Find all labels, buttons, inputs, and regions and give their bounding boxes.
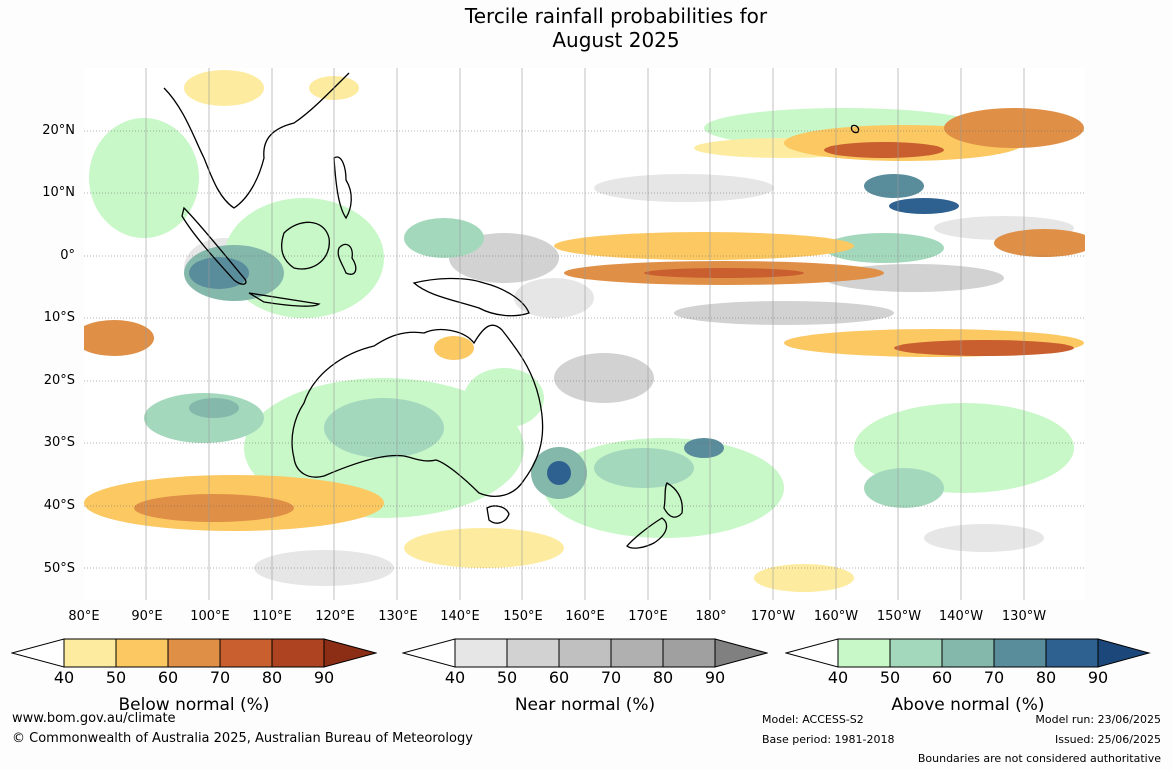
legend-near-swatch-40-50: [454, 638, 508, 668]
legend-above-normal: [785, 636, 1151, 670]
legend-above-tick: 50: [879, 668, 901, 687]
legend-below-tick: 70: [209, 668, 231, 687]
lon-label-170e: 170°E: [628, 609, 668, 624]
legend-below-swatch-70-80: [219, 638, 273, 668]
boundaries-disclaimer: Boundaries are not considered authoritat…: [917, 752, 1161, 765]
legend-near-swatch-80-90: [662, 638, 716, 668]
legend-below-swatch-lt40: [11, 638, 65, 668]
lat-label-20s: 20°S: [43, 373, 75, 388]
lon-label-170w: 170°W: [750, 609, 796, 624]
legend-above-swatch-40-50: [837, 638, 891, 668]
probability-field: [84, 70, 1085, 592]
legend-near-normal: [402, 636, 768, 670]
lat-label-equator: 0°: [60, 248, 75, 263]
lon-label-150w: 150°W: [876, 609, 922, 624]
lat-label-20n: 20°N: [42, 123, 75, 138]
legend-above-swatch-lt40: [785, 638, 839, 668]
legend-below-tick: 50: [105, 668, 127, 687]
lon-label-90e: 90°E: [131, 609, 163, 624]
meridians: [145, 68, 1025, 600]
legend-near-swatch-70-80: [610, 638, 664, 668]
website-link[interactable]: www.bom.gov.au/climate: [12, 711, 176, 726]
lat-label-40s: 40°S: [43, 498, 75, 513]
legend-above-tick: 60: [931, 668, 953, 687]
legend-below-tick: 60: [157, 668, 179, 687]
title-line-1: Tercile rainfall probabilities for: [464, 4, 768, 28]
legend-below-swatch-40-50: [63, 638, 117, 668]
lon-label-110e: 110°E: [252, 609, 292, 624]
legend-near-tick: 40: [444, 668, 466, 687]
title-line-2: August 2025: [552, 28, 680, 52]
legend-below-normal: [11, 636, 377, 670]
base-period: Base period: 1981-2018: [762, 733, 895, 746]
legend-near-swatch-50-60: [506, 638, 560, 668]
lon-label-100e: 100°E: [190, 609, 230, 624]
legend-below-tick: 80: [261, 668, 283, 687]
legend-below-tick: 40: [53, 668, 75, 687]
legend-below-title: Below normal (%): [118, 695, 270, 715]
legend-near-tick: 50: [496, 668, 518, 687]
map-field: [84, 68, 1085, 600]
legend-near-tick: 60: [548, 668, 570, 687]
legend-near-title: Near normal (%): [514, 695, 656, 715]
lon-label-140e: 140°E: [440, 609, 480, 624]
legend-near-swatch-lt40: [402, 638, 456, 668]
model-name: Model: ACCESS-S2: [762, 713, 864, 726]
legend-above-tick: 70: [983, 668, 1005, 687]
legend-near-tick: 80: [652, 668, 674, 687]
lat-label-50s: 50°S: [43, 561, 75, 576]
lat-label-10s: 10°S: [43, 310, 75, 325]
legend-above-swatch-50-60: [889, 638, 943, 668]
legend-below-swatch-60-70: [167, 638, 221, 668]
lon-label-150e: 150°E: [503, 609, 543, 624]
rainfall-probability-map: [84, 68, 1085, 600]
legend-near-swatch-60-70: [558, 638, 612, 668]
copyright-text: © Commonwealth of Australia 2025, Austra…: [12, 731, 473, 746]
legend-above-tick: 90: [1087, 668, 1109, 687]
lat-label-10n: 10°N: [42, 185, 75, 200]
lon-label-120e: 120°E: [315, 609, 355, 624]
legend-above-swatch-70-80: [993, 638, 1047, 668]
model-run-date: Model run: 23/06/2025: [1035, 713, 1161, 726]
lon-label-160w: 160°W: [813, 609, 859, 624]
legend-below-tick: 90: [313, 668, 335, 687]
coastlines: [163, 72, 860, 549]
legend-below-swatch-gt90: [323, 638, 377, 668]
legend-above-swatch-gt90: [1097, 638, 1151, 668]
issued-date: Issued: 25/06/2025: [1054, 733, 1161, 746]
legend-near-tick: 90: [704, 668, 726, 687]
chart-title: Tercile rainfall probabilities for Augus…: [0, 4, 1173, 52]
lon-label-140w: 140°W: [938, 609, 984, 624]
legend-above-tick: 40: [827, 668, 849, 687]
legend-near-swatch-gt90: [714, 638, 768, 668]
lon-label-130w: 130°W: [1001, 609, 1047, 624]
lon-label-80e: 80°E: [68, 609, 100, 624]
lon-label-160e: 160°E: [565, 609, 605, 624]
legend-below-swatch-80-90: [271, 638, 325, 668]
lat-label-30s: 30°S: [43, 435, 75, 450]
legend-above-swatch-80-90: [1045, 638, 1099, 668]
legend-above-swatch-60-70: [941, 638, 995, 668]
lon-label-180: 180°: [695, 609, 727, 624]
legend-above-title: Above normal (%): [891, 695, 1045, 715]
legend-above-tick: 80: [1035, 668, 1057, 687]
graticule: [84, 130, 1085, 569]
legend-near-tick: 70: [600, 668, 622, 687]
lon-label-130e: 130°E: [378, 609, 418, 624]
legend-below-swatch-50-60: [115, 638, 169, 668]
